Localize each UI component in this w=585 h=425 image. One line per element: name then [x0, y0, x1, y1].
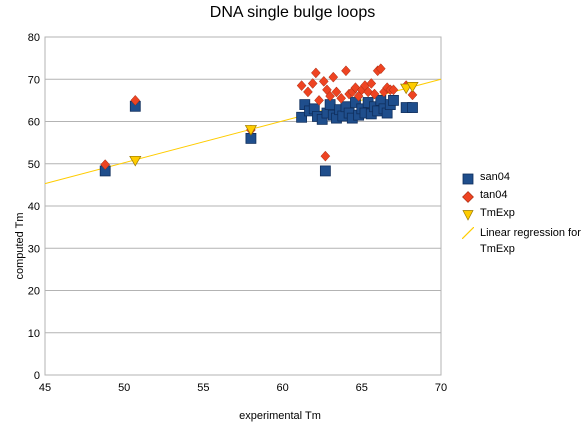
y-tick-label: 60	[28, 117, 40, 129]
chart-title: DNA single bulge loops	[209, 4, 376, 21]
data-point-tan04	[331, 86, 342, 98]
data-point-tan04	[336, 92, 347, 104]
x-tick-label: 70	[435, 382, 447, 394]
x-tick-label: 60	[276, 382, 288, 394]
x-tick-label: 55	[197, 382, 209, 394]
data-point-tan04	[307, 78, 318, 89]
data-point-tan04	[296, 80, 307, 91]
data-point-tan04	[311, 67, 321, 79]
y-tick-label: 80	[28, 32, 40, 44]
data-point-tan04	[375, 63, 386, 75]
legend-label: TmExp	[480, 207, 515, 219]
y-tick-label: 10	[28, 328, 40, 340]
data-point-tan04	[366, 78, 377, 89]
data-point-tan04	[369, 88, 380, 100]
x-tick-labels: 45 50 55 60 65 70	[39, 382, 447, 394]
regression-line-icon	[462, 227, 474, 239]
y-tick-label: 50	[28, 159, 40, 171]
y-tick-label: 30	[28, 243, 40, 255]
data-point-san04	[407, 102, 418, 113]
x-tick-label: 65	[356, 382, 368, 394]
data-point-tan04	[318, 75, 329, 87]
data-point-tan04	[341, 65, 351, 77]
data-point-tan04	[130, 95, 141, 106]
triangle-down-marker-icon	[462, 210, 474, 221]
y-tick-labels: 0 10 20 30 40 50 60 70 80	[28, 32, 40, 382]
data-point-tmexp	[406, 82, 419, 93]
x-axis-label: experimental Tm	[239, 410, 321, 422]
square-marker-icon	[462, 173, 474, 185]
data-point-tan04	[100, 159, 111, 170]
data-point-tan04	[325, 90, 335, 102]
y-tick-label: 0	[34, 370, 40, 382]
data-point-tan04	[303, 86, 313, 98]
data-point-tan04	[314, 95, 324, 106]
data-point-tmexp	[129, 155, 142, 167]
legend-label: Linear regression for TmExp	[480, 227, 581, 255]
x-tick-label: 45	[39, 382, 51, 394]
y-tick-label: 70	[28, 74, 40, 86]
x-tick-label: 50	[118, 382, 130, 394]
data-point-tan04	[407, 89, 418, 101]
data-point-san04	[319, 165, 331, 177]
data-point-tan04	[320, 150, 331, 162]
data-series	[44, 63, 442, 185]
data-point-tan04	[328, 71, 339, 83]
legend-label: tan04	[480, 189, 508, 201]
y-tick-label: 20	[28, 286, 40, 298]
gridlines	[45, 78, 441, 334]
y-axis-label: computed Tm	[14, 212, 26, 280]
data-point-san04	[296, 111, 308, 123]
data-point-tmexp	[244, 125, 258, 136]
legend-label: san04	[480, 171, 510, 183]
data-point-san04	[388, 94, 399, 106]
diamond-marker-icon	[462, 191, 474, 203]
data-point-tan04	[388, 84, 399, 96]
y-tick-label: 40	[28, 201, 40, 213]
data-point-tmexp	[400, 83, 413, 95]
